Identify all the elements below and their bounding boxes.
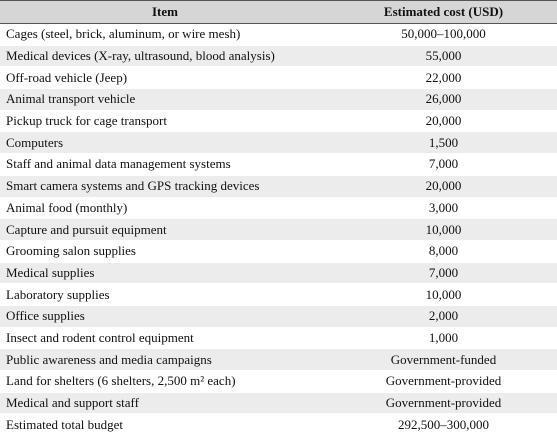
item-cell: Staff and animal data management systems [0, 153, 330, 176]
cost-cell: 20,000 [330, 110, 557, 133]
table-row: Land for shelters (6 shelters, 2,500 m² … [0, 370, 557, 393]
item-cell: Medical supplies [0, 262, 330, 285]
cost-cell: Government-provided [330, 392, 557, 415]
cost-cell: 292,500–300,000 [330, 413, 557, 437]
table-body: Cages (steel, brick, aluminum, or wire m… [0, 23, 557, 437]
header-cell: Estimated cost (USD) [330, 0, 557, 24]
cost-cell: 7,000 [330, 262, 557, 285]
table-row: Insect and rodent control equipment 1,000 [0, 327, 557, 350]
cost-cell: 2,000 [330, 305, 557, 328]
item-cell: Office supplies [0, 305, 330, 328]
item-cell: Estimated total budget [0, 413, 330, 437]
item-cell: Laboratory supplies [0, 283, 330, 306]
cost-cell: Government-funded [330, 348, 557, 371]
table-row: Estimated total budget 292,500–300,000 [0, 413, 557, 437]
item-cell: Medical and support staff [0, 392, 330, 415]
table-row: Off-road vehicle (Jeep) 22,000 [0, 66, 557, 90]
table-row: Medical and support staff Government-prov… [0, 392, 557, 415]
header-cell: Item [0, 0, 330, 24]
cost-cell: 8,000 [330, 240, 557, 263]
cost-cell: 1,500 [330, 131, 557, 155]
item-cell: Smart camera systems and GPS tracking de… [0, 175, 330, 198]
table-row: Smart camera systems and GPS tracking de… [0, 175, 557, 198]
table-row: Staff and animal data management systems… [0, 153, 557, 176]
item-cell: Public awareness and media campaigns [0, 348, 330, 371]
table-row: Pickup truck for cage transport 20,000 [0, 110, 557, 133]
cost-cell: Government-provided [330, 370, 557, 393]
cost-cell: 55,000 [330, 45, 557, 68]
item-cell: Grooming salon supplies [0, 240, 330, 263]
item-cell: Computers [0, 131, 330, 155]
cost-cell: 26,000 [330, 88, 557, 111]
table-row: Laboratory supplies 10,000 [0, 283, 557, 306]
table-row: Animal food (monthly) 3,000 [0, 197, 557, 220]
item-cell: Pickup truck for cage transport [0, 110, 330, 133]
item-cell: Medical devices (X-ray, ultrasound, bloo… [0, 45, 330, 68]
cost-cell: 10,000 [330, 218, 557, 241]
item-cell: Insect and rodent control equipment [0, 327, 330, 350]
table-row: Medical supplies 7,000 [0, 262, 557, 285]
header-row: Item Estimated cost (USD) [0, 0, 557, 24]
table-row: Medical devices (X-ray, ultrasound, bloo… [0, 45, 557, 68]
cost-cell: 1,000 [330, 327, 557, 350]
item-cell: Animal food (monthly) [0, 197, 330, 220]
table-row: Office supplies 2,000 [0, 305, 557, 328]
table-row: Capture and pursuit equipment 10,000 [0, 218, 557, 241]
item-cell: Cages (steel, brick, aluminum, or wire m… [0, 23, 330, 46]
cost-cell: 50,000–100,000 [330, 23, 557, 46]
item-cell: Capture and pursuit equipment [0, 218, 330, 241]
cost-cell: 3,000 [330, 197, 557, 220]
cost-cell: 7,000 [330, 153, 557, 176]
table-row: Computers 1,500 [0, 131, 557, 155]
table-row: Grooming salon supplies 8,000 [0, 240, 557, 263]
table-row: Animal transport vehicle 26,000 [0, 88, 557, 111]
cost-cell: 20,000 [330, 175, 557, 198]
item-cell: Animal transport vehicle [0, 88, 330, 111]
item-cell: Off-road vehicle (Jeep) [0, 66, 330, 90]
cost-cell: 10,000 [330, 283, 557, 306]
cost-cell: 22,000 [330, 66, 557, 90]
table-row: Cages (steel, brick, aluminum, or wire m… [0, 23, 557, 46]
item-cell: Land for shelters (6 shelters, 2,500 m² … [0, 370, 330, 393]
table-row: Public awareness and media campaigns Gove… [0, 348, 557, 371]
